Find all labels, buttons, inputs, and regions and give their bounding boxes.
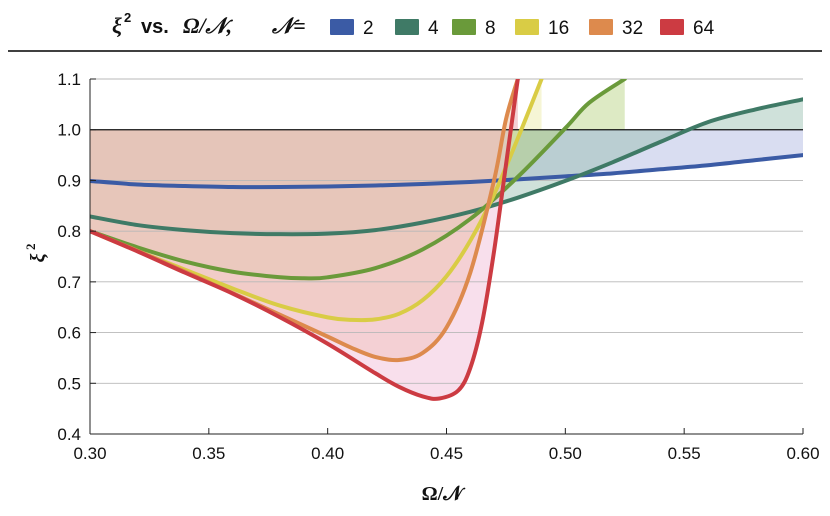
legend-swatch	[452, 19, 476, 35]
x-tick-label: 0.50	[549, 444, 582, 463]
legend-item-8: 8	[452, 18, 496, 39]
fill-series-16	[90, 79, 542, 320]
x-tick-label: 0.45	[430, 444, 463, 463]
line-series-2	[90, 153, 803, 190]
fill-series-8	[90, 79, 625, 279]
y-tick-label: 1.1	[57, 70, 81, 89]
legend-label: 8	[485, 18, 496, 39]
chart-header: ξ 2 vs. Ω/𝒩, 𝒩= 2 4 8 16 32 64	[112, 10, 715, 39]
legend-item-2: 2	[330, 18, 374, 39]
title-superscript: 2	[124, 10, 131, 25]
fill-series-4	[90, 99, 803, 235]
legend-swatch	[330, 19, 354, 35]
y-ticks: 0.4 0.5 0.6 0.7 0.8 0.9 1.0 1.1	[57, 70, 96, 444]
legend-item-32: 32	[589, 18, 643, 39]
x-axis-label: Ω/𝒩	[422, 483, 467, 505]
legend: 2 4 8 16 32 64	[330, 18, 715, 39]
legend-swatch	[515, 19, 539, 35]
legend-title: 𝒩=	[271, 13, 306, 38]
series-fills	[90, 79, 803, 399]
legend-label: 4	[428, 18, 439, 39]
x-ticks: 0.30 0.35 0.40 0.45 0.50 0.55 0.60	[73, 428, 820, 463]
legend-label: 16	[548, 18, 569, 39]
y-tick-label: 0.4	[57, 425, 81, 444]
line-series-8	[90, 79, 627, 281]
fill-series-2	[90, 129, 803, 188]
legend-item-16: 16	[515, 18, 569, 39]
x-tick-label: 0.60	[786, 444, 819, 463]
legend-item-4: 4	[395, 18, 439, 39]
plot-area: 0.30 0.35 0.40 0.45 0.50 0.55 0.60 0.40.50.60.…	[57, 70, 819, 463]
y-tick-label: 0.9	[57, 171, 81, 190]
y-tick-label: 0.6	[57, 324, 81, 343]
y-axis-label: ξ	[27, 253, 49, 262]
x-tick-label: 0.55	[668, 444, 701, 463]
y-tick-label: 0.8	[57, 222, 81, 241]
legend-label: 32	[622, 18, 643, 39]
legend-swatch	[395, 19, 419, 35]
y-tick-label: 0.7	[57, 273, 81, 292]
title-variable: Ω/𝒩,	[183, 13, 234, 38]
y-tick-label: 0.5	[57, 374, 81, 393]
legend-swatch	[660, 19, 684, 35]
fill-series-32	[90, 79, 518, 360]
title-symbol: ξ	[112, 13, 122, 38]
x-tick-label: 0.40	[311, 444, 344, 463]
y-tick-label: 1.0	[57, 121, 81, 140]
legend-label: 2	[363, 18, 374, 39]
fill-series-64	[90, 79, 518, 399]
y-axis-label-superscript: 2	[23, 244, 38, 251]
x-tick-label: 0.35	[192, 444, 225, 463]
title-mid: vs.	[141, 16, 169, 38]
legend-swatch	[589, 19, 613, 35]
line-series-4	[90, 97, 803, 237]
line-series-64	[90, 79, 520, 401]
legend-label: 64	[693, 18, 715, 39]
series-lines	[90, 79, 803, 401]
y-axis-label-group: ξ 2	[23, 244, 49, 263]
x-tick-label: 0.30	[73, 444, 106, 463]
legend-item-64: 64	[660, 18, 715, 39]
